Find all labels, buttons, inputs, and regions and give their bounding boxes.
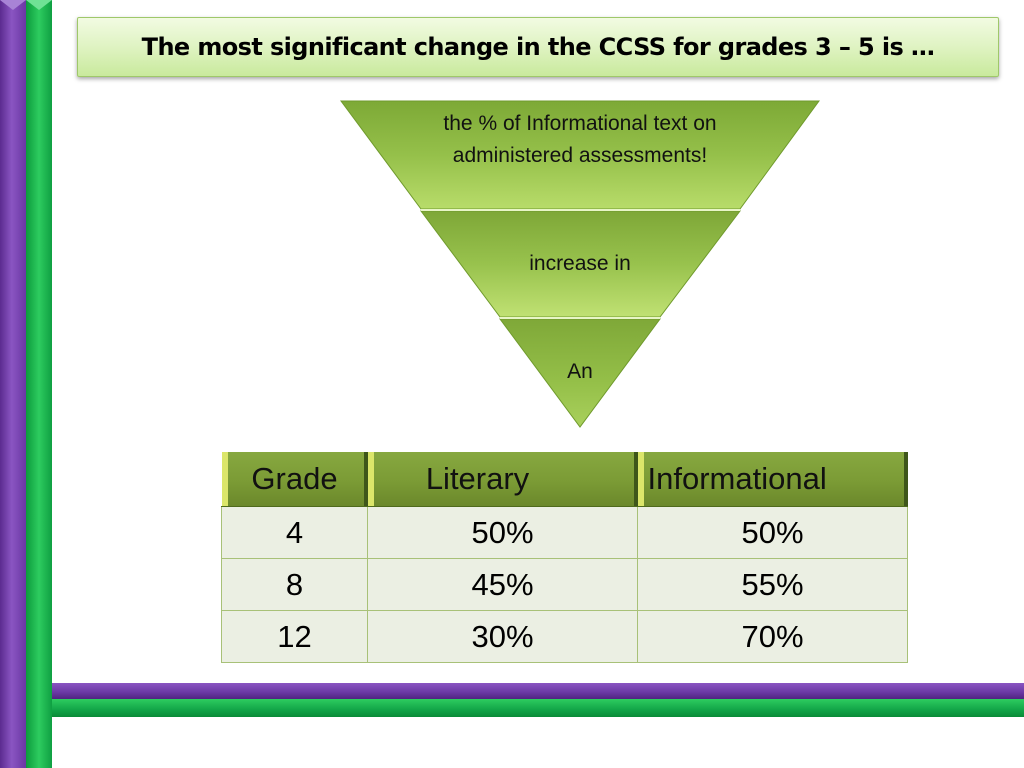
header-literary: Literary — [367, 452, 638, 507]
title-box: The most significant change in the CCSS … — [77, 17, 999, 77]
left-purple-bar — [0, 0, 26, 768]
funnel-bottom-label: An — [567, 360, 593, 383]
funnel-middle-label: increase in — [529, 252, 631, 275]
grade-cell: 4 — [221, 506, 368, 559]
funnel-top-label: the % of Informational text on administe… — [443, 112, 717, 167]
bottom-green-bar — [52, 699, 1024, 717]
funnel-graphic — [340, 100, 820, 428]
bottom-purple-bar — [52, 683, 1024, 699]
grade-distribution-table: Grade Literary Informational 4 50% 50% 8… — [221, 452, 908, 663]
literary-cell: 45% — [367, 558, 638, 611]
table-row: 8 45% 55% — [221, 558, 908, 611]
grade-cell: 12 — [221, 610, 368, 663]
informational-cell: 55% — [637, 558, 908, 611]
header-informational: Informational — [637, 452, 908, 507]
purple-corner-triangle — [0, 0, 26, 10]
slide-title: The most significant change in the CCSS … — [141, 33, 935, 61]
table-header-row: Grade Literary Informational — [221, 452, 908, 507]
informational-cell: 50% — [637, 506, 908, 559]
left-green-bar — [26, 0, 52, 768]
table-row: 4 50% 50% — [221, 506, 908, 559]
header-grade: Grade — [221, 452, 368, 507]
green-corner-triangle — [26, 0, 52, 10]
informational-cell: 70% — [637, 610, 908, 663]
table-row: 12 30% 70% — [221, 610, 908, 663]
literary-cell: 30% — [367, 610, 638, 663]
grade-cell: 8 — [221, 558, 368, 611]
inverted-funnel-diagram: the % of Informational text on administe… — [340, 100, 820, 430]
literary-cell: 50% — [367, 506, 638, 559]
